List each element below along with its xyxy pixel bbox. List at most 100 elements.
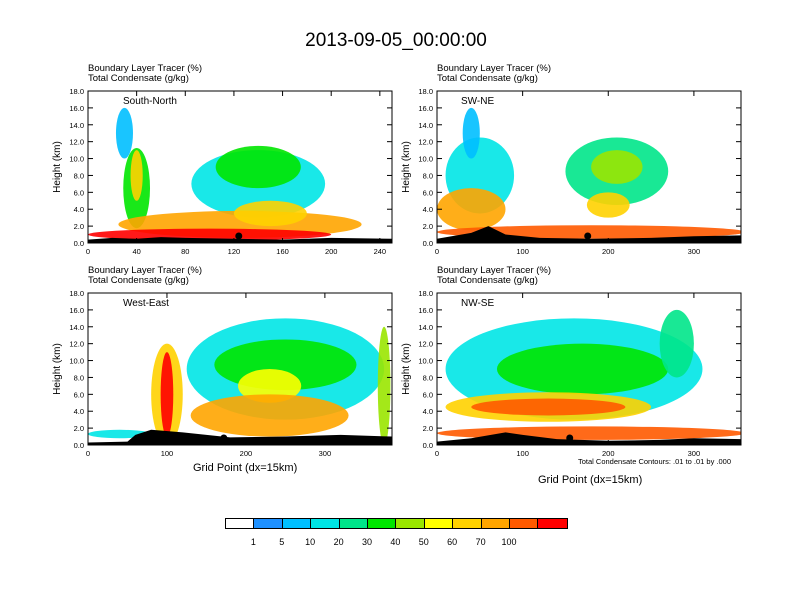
location-marker (566, 434, 574, 442)
y-tick-label: 2.0 (74, 424, 84, 433)
y-tick-label: 8.0 (74, 373, 84, 382)
panel-label: West-East (123, 298, 169, 309)
colorbar-label: 40 (390, 537, 401, 547)
plot-frame (436, 292, 742, 446)
x-tick-label: 120 (228, 247, 241, 256)
colorbar-swatch (537, 518, 569, 529)
x-tick-label: 40 (132, 247, 140, 256)
y-tick-label: 0.0 (74, 239, 84, 248)
colorbar-label: 60 (447, 537, 458, 547)
y-tick-label: 4.0 (74, 407, 84, 416)
x-tick-label: 0 (86, 247, 90, 256)
colorbar-swatch (423, 518, 455, 529)
tracer-region (659, 309, 694, 378)
x-tick-label: 80 (181, 247, 189, 256)
y-tick-label: 16.0 (418, 306, 433, 315)
panel-title-line1: Boundary Layer Tracer (%) (88, 265, 203, 276)
plot-frame (436, 90, 742, 244)
tracer-region (115, 107, 133, 159)
panel-label: SW-NE (461, 96, 494, 107)
x-tick-label: 200 (240, 449, 253, 458)
colorbar-swatch (338, 518, 370, 529)
x-tick-label: 160 (276, 247, 289, 256)
location-marker (235, 232, 243, 240)
tracer-region (88, 228, 332, 241)
field-fill (88, 293, 392, 445)
field-fill (437, 91, 741, 243)
terrain (437, 432, 741, 445)
y-tick-label: 18.0 (418, 87, 433, 96)
location-marker (584, 232, 592, 240)
y-tick-label: 6.0 (74, 188, 84, 197)
x-tick-label: 300 (688, 449, 701, 458)
x-tick-label: 200 (602, 449, 615, 458)
y-tick-label: 6.0 (74, 390, 84, 399)
x-tick-label: 0 (86, 449, 90, 458)
panel-plot: 0.0 2.0 4.0 6.0 8.0 10.0 12.0 14.0 16.0 18.0 0 40 80… (52, 87, 393, 256)
terrain (88, 429, 392, 445)
colorbar-label: 50 (418, 537, 429, 547)
colorbar-swatch (395, 518, 427, 529)
plot-frame (87, 292, 393, 446)
x-tick-label: 300 (319, 449, 332, 458)
field-fill (437, 293, 741, 445)
tracer-region (215, 145, 301, 189)
y-tick-label: 14.0 (418, 121, 433, 130)
y-tick-label: 2.0 (423, 222, 433, 231)
location-marker (220, 434, 228, 442)
y-tick-label: 16.0 (418, 104, 433, 113)
y-axis-label: Height (km) (52, 343, 63, 395)
y-tick-label: 8.0 (423, 373, 433, 382)
colorbar-label: 70 (475, 537, 486, 547)
y-tick-label: 4.0 (423, 407, 433, 416)
y-tick-label: 18.0 (418, 289, 433, 298)
y-tick-label: 12.0 (418, 340, 433, 349)
x-tick-label: 0 (435, 449, 439, 458)
panel-plot: 0.0 2.0 4.0 6.0 8.0 10.0 12.0 14.0 16.0 18.0 0 100 2… (52, 289, 393, 458)
panel-plot: 0.0 2.0 4.0 6.0 8.0 10.0 12.0 14.0 16.0 18.0 0 100 2… (401, 289, 742, 458)
x-axis-label: Grid Point (dx=15km) (538, 474, 643, 486)
panel-title-line1: Boundary Layer Tracer (%) (437, 265, 552, 276)
colorbar-swatch (225, 518, 256, 529)
main-title: 2013-09-05_00:00:00 (305, 30, 487, 51)
y-tick-label: 6.0 (423, 390, 433, 399)
y-tick-label: 2.0 (423, 424, 433, 433)
terrain (88, 237, 392, 243)
y-tick-label: 12.0 (69, 340, 84, 349)
y-tick-label: 12.0 (69, 138, 84, 147)
colorbar-label: 5 (279, 537, 285, 547)
colorbar-swatch (452, 518, 484, 529)
y-tick-label: 12.0 (418, 138, 433, 147)
y-tick-label: 0.0 (74, 441, 84, 450)
colorbar-label: 20 (333, 537, 344, 547)
y-tick-label: 16.0 (69, 306, 84, 315)
colorbar-swatch (281, 518, 313, 529)
panel-title-line1: Boundary Layer Tracer (%) (88, 63, 203, 74)
x-tick-label: 240 (374, 247, 387, 256)
colorbar-label: 30 (361, 537, 372, 547)
colorbar-swatch (367, 518, 398, 529)
y-tick-label: 18.0 (69, 87, 84, 96)
tracer-region (496, 343, 669, 395)
terrain (437, 226, 741, 243)
x-tick-label: 200 (602, 247, 615, 256)
tracer-region (377, 326, 391, 445)
x-tick-label: 100 (161, 449, 174, 458)
y-tick-label: 10.0 (418, 155, 433, 164)
panel-title-line2: Total Condensate (g/kg) (437, 73, 538, 84)
x-tick-label: 300 (688, 247, 701, 256)
y-tick-label: 16.0 (69, 104, 84, 113)
y-tick-label: 14.0 (69, 323, 84, 332)
tracer-region (591, 150, 643, 184)
panel-label: South-North (123, 96, 177, 107)
x-tick-label: 200 (325, 247, 338, 256)
tracer-region (190, 394, 349, 437)
y-axis-label: Height (km) (401, 141, 412, 193)
y-tick-label: 6.0 (423, 188, 433, 197)
tracer-region (160, 352, 174, 437)
panel-title-line2: Total Condensate (g/kg) (437, 275, 538, 286)
colorbar-label: 10 (305, 537, 316, 547)
y-tick-label: 0.0 (423, 239, 433, 248)
y-tick-label: 14.0 (418, 323, 433, 332)
panel-plot: 0.0 2.0 4.0 6.0 8.0 10.0 12.0 14.0 16.0 18.0 0 100 2… (401, 87, 742, 256)
